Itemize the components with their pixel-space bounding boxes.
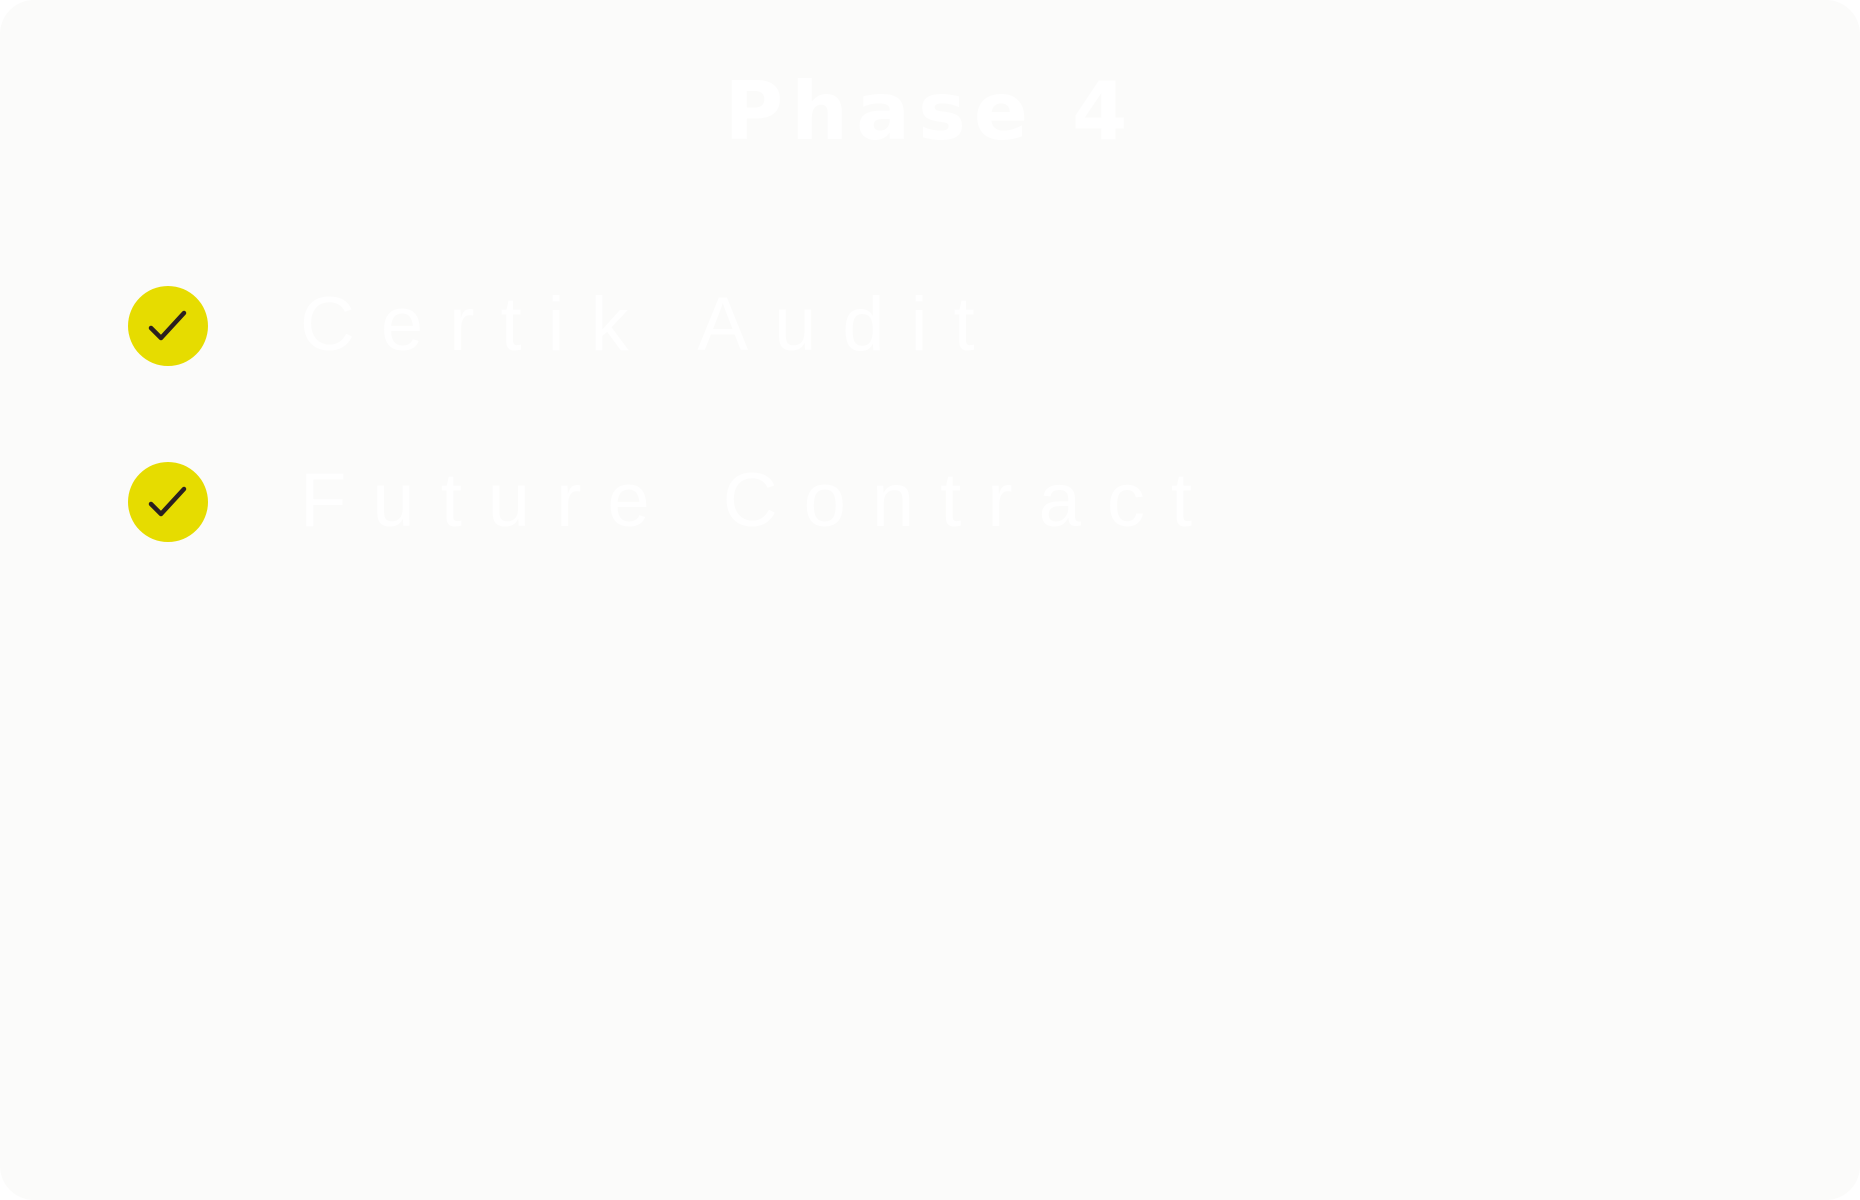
roadmap-list: Certik Audit Future Contract: [128, 246, 1728, 598]
roadmap-item-label: Future Contract: [300, 458, 1218, 543]
check-circle-icon: [128, 462, 208, 542]
phase-title: Phase 4: [724, 65, 1136, 158]
roadmap-item-certik-audit: Certik Audit: [128, 246, 1728, 422]
check-icon: [128, 286, 208, 366]
check-circle-icon: [128, 286, 208, 366]
roadmap-item-label: Certik Audit: [300, 282, 1001, 367]
check-icon: [128, 462, 208, 542]
roadmap-item-future-contract: Future Contract: [128, 422, 1728, 598]
